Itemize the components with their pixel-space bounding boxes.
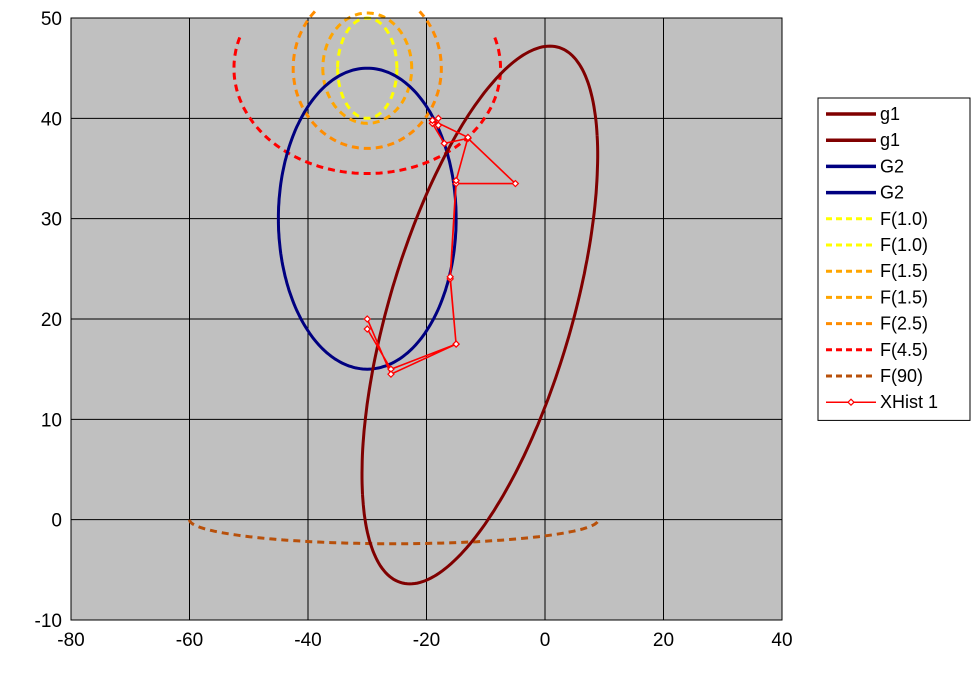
y-tick-label: 40	[41, 109, 62, 130]
series-xhist-1-point	[434, 121, 443, 130]
y-tick-label: 20	[41, 310, 62, 331]
legend: g1 g1 G2 G2 F(1.0) F(1.0) F(1.5) F(1.5) F(2.5) F(…	[817, 97, 971, 421]
x-tick-label: 40	[771, 630, 792, 651]
x-tick-label: -60	[176, 630, 203, 651]
legend-label: F(1.5)	[880, 287, 928, 307]
legend-label: F(90)	[880, 366, 923, 386]
series-f-1-5-line	[321, 68, 414, 125]
legend-label: g1	[880, 130, 900, 150]
legend-marker	[847, 398, 855, 407]
series-xhist-1-point	[387, 370, 395, 379]
legend-label: XHist 1	[880, 392, 938, 412]
series-f-1-0-line	[336, 68, 399, 120]
x-tick-label: 20	[653, 630, 674, 651]
legend-label: F(1.5)	[880, 261, 928, 281]
y-tick-label: -10	[35, 611, 62, 632]
tick-labels: -80 -60 -40 -20 0 20 40 -10 0 10 20 30 40 50	[35, 9, 793, 651]
x-tick-label: -80	[57, 630, 84, 651]
series-xhist-1-point	[363, 325, 372, 333]
series-f-2-5-line	[291, 10, 443, 150]
legend-box	[817, 97, 971, 421]
legend-label: F(4.5)	[880, 340, 928, 360]
legend-label: F(2.5)	[880, 314, 928, 334]
series-xhist-1-point	[440, 139, 449, 148]
series-xhist-1-point	[446, 273, 455, 281]
y-tick-label: 50	[41, 9, 62, 30]
plot-border	[70, 17, 783, 621]
series-f-1-5-line	[321, 11, 414, 69]
series-xhist-1-point	[452, 176, 460, 185]
x-tick-label: -20	[413, 630, 440, 651]
legend-label: G2	[880, 156, 904, 176]
legend-label: F(1.0)	[880, 235, 928, 255]
series-g1-line	[361, 135, 600, 586]
series-xhist-1-point	[428, 116, 437, 125]
series-xhist-1-point	[452, 340, 460, 348]
series-xhist-1-point	[464, 133, 472, 142]
y-tick-label: 10	[41, 410, 62, 431]
series-xhist-1-point	[511, 179, 520, 188]
legend-label: G2	[880, 183, 904, 203]
series-f-4-5-line	[232, 36, 502, 175]
y-tick-label: 30	[41, 210, 62, 231]
legend-label: F(1.0)	[880, 209, 928, 229]
series-g2-line	[276, 218, 458, 371]
legend-label: g1	[880, 104, 900, 124]
series-f-90-line	[188, 519, 600, 546]
series-g1-line	[360, 44, 599, 495]
x-tick-label: 0	[540, 630, 551, 651]
y-tick-label: 0	[51, 511, 62, 532]
x-tick-label: -40	[294, 630, 321, 651]
grid-lines	[71, 18, 782, 620]
series-xhist-1-point	[434, 114, 443, 123]
series-xhist-1-point	[363, 315, 372, 323]
